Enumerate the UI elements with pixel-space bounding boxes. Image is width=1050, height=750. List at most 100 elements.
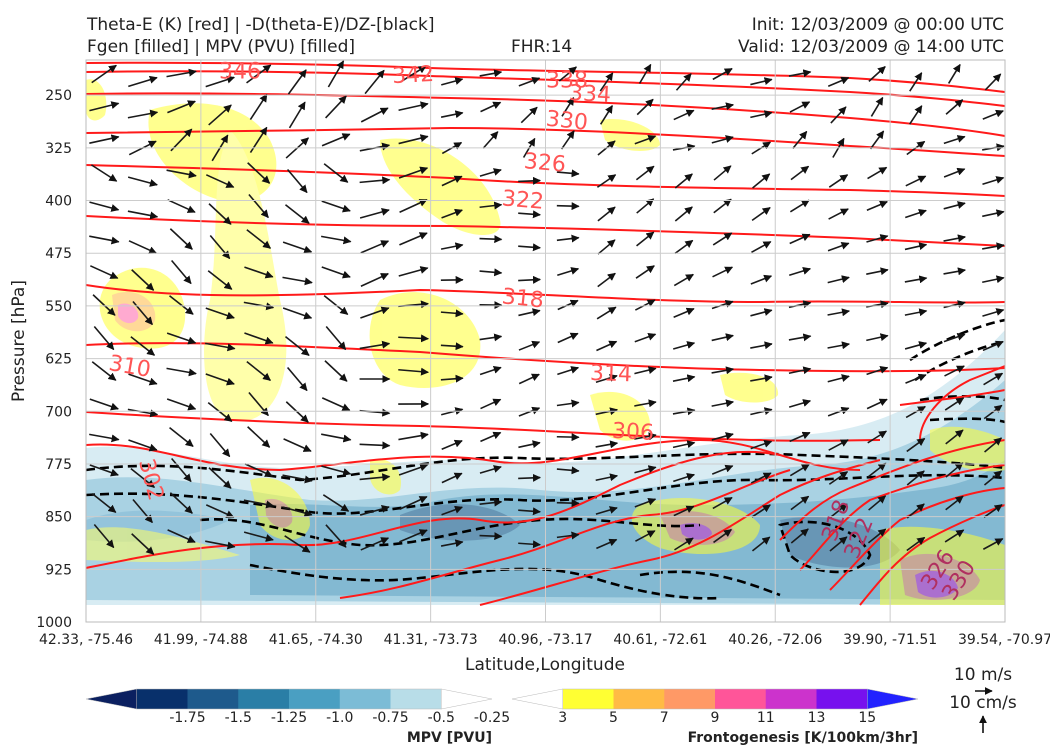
vector-arrow: [636, 198, 655, 214]
colorbar-segment: [664, 689, 716, 709]
colorbar-segment: [715, 689, 767, 709]
vector-arrow: [286, 169, 308, 194]
vector-arrow: [556, 499, 580, 508]
vector-arrow: [285, 401, 309, 423]
vector-arrow: [246, 361, 271, 381]
vector-arrow: [869, 130, 885, 150]
theta-e-label: 318: [501, 284, 545, 313]
vector-arrow: [982, 109, 1004, 120]
vector-arrow: [398, 367, 429, 376]
vector-arrow: [128, 240, 158, 254]
title-line-1: Theta-E (K) [red] | -D(theta-E)/DZ-[blac…: [87, 15, 435, 35]
vector-arrow: [398, 266, 429, 277]
vector-arrow: [945, 462, 964, 478]
theta-e-label-text: 334: [568, 81, 611, 108]
vector-arrow: [246, 229, 272, 249]
vector-arrow: [249, 93, 268, 120]
vector-arrow: [866, 333, 889, 342]
plot-frame: [85, 59, 1006, 623]
vector-arrow: [518, 210, 541, 219]
y-tick-label: 625: [45, 352, 72, 368]
vector-arrow: [364, 69, 385, 95]
vector-arrow: [167, 529, 196, 543]
y-tick-label: 400: [45, 194, 72, 210]
vector-arrow: [792, 130, 808, 150]
vector-arrow: [597, 206, 616, 222]
vector-arrow: [599, 104, 613, 125]
vector-arrow: [827, 241, 850, 252]
fgen-tick-label: 5: [609, 710, 618, 726]
vector-arrow: [243, 531, 274, 542]
vector-arrow: [711, 299, 734, 310]
vector-arrow: [360, 273, 389, 287]
vector-arrow: [751, 504, 771, 518]
vector-arrow: [789, 199, 810, 213]
vector-arrow: [321, 266, 351, 279]
grid: [85, 60, 1006, 623]
vector-arrow: [827, 341, 850, 350]
vector-arrow: [711, 102, 735, 111]
vector-arrow: [91, 64, 117, 84]
vector-arrow: [399, 495, 428, 511]
vector-arrow: [282, 474, 313, 484]
x-tick-label: 41.65, -74.30: [269, 632, 363, 648]
vector-arrow: [596, 174, 617, 188]
vector-arrow: [595, 473, 619, 482]
theta-e-label: 306: [611, 419, 654, 446]
theta-e-label-text: 330: [545, 107, 589, 136]
vector-arrow: [520, 106, 538, 124]
vector-arrow: [324, 360, 348, 382]
theta-e-label-text: 342: [391, 62, 434, 89]
vector-arrow: [288, 101, 306, 129]
vector-arrow: [128, 75, 158, 88]
vector-arrow: [982, 209, 1005, 218]
vector-arrow: [286, 367, 308, 392]
vector-arrow: [209, 235, 231, 260]
vector-arrow: [480, 398, 502, 410]
vector-arrow: [905, 405, 926, 419]
vector-arrow: [866, 398, 888, 410]
vector-arrow: [636, 231, 655, 247]
vector-arrow: [790, 165, 810, 181]
colorbar-extend-right: [441, 688, 493, 710]
vector-arrow: [360, 107, 389, 123]
vector-arrow: [90, 164, 118, 182]
vector-arrow: [325, 524, 347, 548]
vector-arrow: [904, 308, 928, 317]
vector-arrow: [205, 174, 235, 188]
vector-arrow: [866, 200, 888, 212]
vector-arrow: [597, 272, 616, 288]
fgen-colorbar: 3 5 7 9 11 13 15: [511, 688, 919, 726]
vector-arrow: [751, 241, 772, 253]
vector-arrow: [943, 135, 966, 145]
vector-arrow: [711, 366, 735, 375]
vector-arrow: [89, 464, 119, 477]
vector-arrow: [750, 110, 773, 119]
x-tick-label: 40.96, -73.17: [498, 632, 592, 648]
vector-arrow: [636, 98, 654, 116]
vector-arrow: [561, 96, 575, 117]
vector-arrow: [284, 535, 311, 553]
theta-e-label-text: 346: [219, 60, 261, 85]
vector-arrow: [908, 105, 923, 125]
vector-arrow: [943, 201, 966, 210]
vector-arrow: [828, 439, 849, 451]
y-tick-label: 1000: [36, 615, 72, 631]
vector-arrow: [638, 63, 652, 84]
vector-arrow: [674, 206, 693, 222]
vector-arrow: [866, 366, 889, 376]
mpv-tick-label: -0.25: [474, 710, 510, 726]
vector-arrow: [750, 472, 772, 484]
vector-arrow: [282, 307, 313, 320]
vector-arrow: [92, 294, 116, 316]
vector-arrow: [557, 299, 579, 311]
vector-arrow: [283, 438, 312, 452]
vector-arrow: [321, 200, 351, 213]
vector-arrow: [634, 366, 657, 375]
vector-arrow: [440, 342, 464, 351]
vector-arrow: [595, 407, 619, 416]
vector-arrow: [788, 366, 812, 375]
vector-arrow: [556, 399, 580, 408]
vector-arrow: [672, 407, 696, 416]
vector-arrow: [249, 126, 268, 154]
